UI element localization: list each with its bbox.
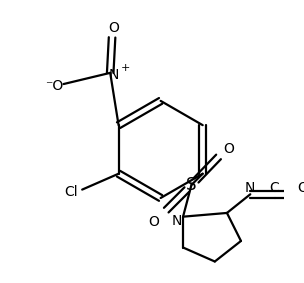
Text: O: O xyxy=(223,142,234,156)
Text: +: + xyxy=(120,63,130,73)
Text: N: N xyxy=(171,214,182,228)
Text: ⁻O: ⁻O xyxy=(45,79,63,93)
Text: O: O xyxy=(297,181,304,195)
Text: Cl: Cl xyxy=(64,185,78,200)
Text: S: S xyxy=(186,176,197,194)
Text: O: O xyxy=(149,215,160,229)
Text: O: O xyxy=(109,21,119,35)
Text: N: N xyxy=(109,68,119,82)
Text: C: C xyxy=(269,181,278,195)
Text: N: N xyxy=(244,181,254,195)
